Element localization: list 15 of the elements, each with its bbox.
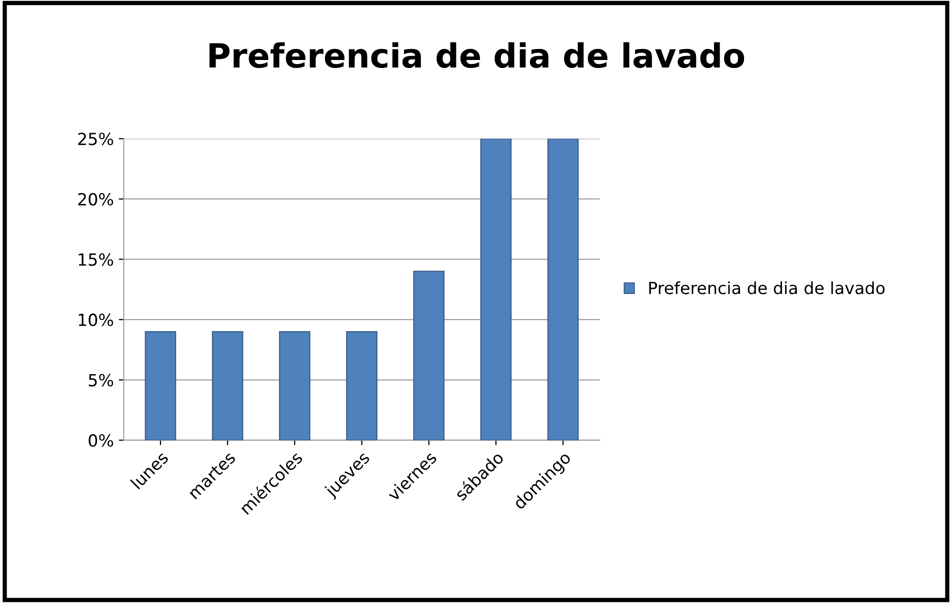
- bar: [480, 138, 512, 440]
- bar: [547, 138, 579, 440]
- legend-label: Preferencia de dia de lavado: [649, 281, 885, 294]
- y-tick-label: 20%: [78, 192, 114, 206]
- y-tick-label: 10%: [78, 314, 114, 326]
- chart-title: Preferencia de dia de lavado: [210, 42, 744, 68]
- bar: [346, 331, 378, 440]
- bar: [413, 270, 444, 440]
- bar: [212, 331, 244, 440]
- y-tick-label: 25%: [78, 132, 114, 146]
- y-tick-label: 5%: [88, 374, 114, 386]
- y-tick-label: 0%: [88, 434, 114, 447]
- bar: [144, 331, 176, 440]
- bar: [279, 331, 310, 440]
- y-tick-label: 15%: [78, 253, 114, 266]
